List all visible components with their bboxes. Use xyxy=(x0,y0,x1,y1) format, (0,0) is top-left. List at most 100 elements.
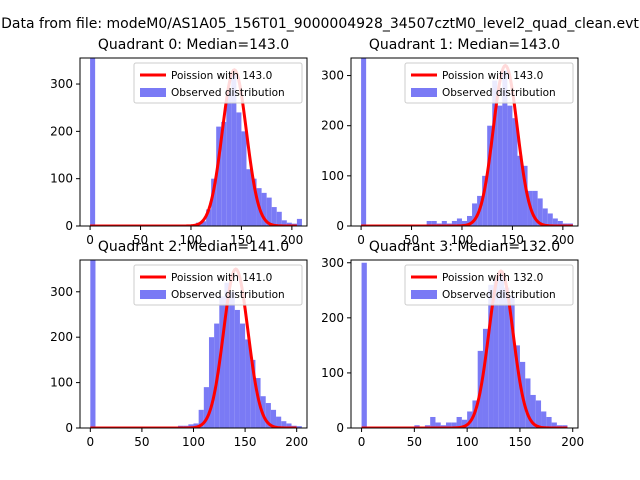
histogram-bar xyxy=(487,125,493,226)
histogram-bar xyxy=(261,192,267,226)
histogram-bar xyxy=(488,284,494,428)
histogram-bar xyxy=(461,220,468,226)
histogram-bar xyxy=(239,323,246,428)
legend-observed-swatch xyxy=(411,88,437,97)
histogram-bar xyxy=(547,213,553,226)
histogram-bar xyxy=(216,126,222,226)
poisson-curve xyxy=(361,269,568,428)
histogram-bar xyxy=(502,70,508,226)
y-tick-label: 200 xyxy=(321,311,344,325)
x-tick-label: 150 xyxy=(508,435,531,449)
x-tick-label: 200 xyxy=(551,233,574,247)
histogram-bar xyxy=(229,291,235,428)
histogram-bar xyxy=(276,416,282,428)
histogram-bar xyxy=(245,339,251,428)
x-tick-label: 150 xyxy=(234,435,257,449)
quadrant-0-chart: 0 50 100 150 200 0 100 200 300 Quadrant 0: Median… xyxy=(50,37,308,247)
x-tick-label: 200 xyxy=(280,233,303,247)
histogram-bar xyxy=(535,400,542,428)
y-tick-label: 200 xyxy=(321,119,344,133)
plot-area xyxy=(361,58,573,226)
histogram-bar xyxy=(435,422,441,428)
histogram-bar xyxy=(530,394,536,428)
x-tick-label: 0 xyxy=(86,233,94,247)
y-tick-label: 100 xyxy=(50,172,73,186)
y-tick-label: 200 xyxy=(50,330,73,344)
y-tick-label: 300 xyxy=(50,77,73,91)
histogram-bar xyxy=(541,411,547,428)
histogram-bar xyxy=(271,207,277,226)
legend-box xyxy=(133,62,303,104)
histogram-bar xyxy=(270,409,277,428)
x-tick-label: 100 xyxy=(180,233,203,247)
histogram-bar xyxy=(286,423,292,428)
x-tick-label: 150 xyxy=(501,233,524,247)
histogram-bar xyxy=(281,220,287,226)
x-tick-label: 100 xyxy=(182,435,205,449)
x-tick-label: 50 xyxy=(134,435,149,449)
legend-box xyxy=(404,62,574,104)
histogram-bar xyxy=(188,424,194,428)
y-tick-label: 0 xyxy=(336,219,344,233)
x-tick-label: 50 xyxy=(407,435,422,449)
poisson-curve xyxy=(361,63,573,226)
histogram-bar xyxy=(281,421,287,428)
legend: Poission with 143.0 Observed distribution xyxy=(404,62,574,104)
x-tick-label: 0 xyxy=(357,233,365,247)
x-tick-label: 0 xyxy=(358,435,366,449)
histogram-bar xyxy=(226,91,232,226)
y-tick-label: 200 xyxy=(50,124,73,138)
histogram-bar xyxy=(90,58,96,226)
histogram-bar xyxy=(451,422,457,428)
histogram-bar xyxy=(203,387,209,428)
x-tick-label: 200 xyxy=(285,435,308,449)
quadrant-title: Quadrant 2: Median=141.0 xyxy=(98,239,289,255)
histogram-bar xyxy=(492,80,498,226)
histogram-bar xyxy=(552,218,558,226)
histogram-bar xyxy=(461,419,468,428)
histogram-bar xyxy=(482,328,489,428)
legend-box xyxy=(133,264,303,306)
histogram-bar xyxy=(361,58,367,226)
histogram-bar xyxy=(507,105,513,226)
x-tick-label: 50 xyxy=(133,233,148,247)
histogram-bar xyxy=(231,74,237,226)
histogram-bar xyxy=(426,220,432,226)
x-tick-label: 100 xyxy=(451,233,474,247)
histogram-bar xyxy=(504,287,510,428)
histogram-bar xyxy=(431,220,437,226)
histogram-bar xyxy=(532,190,538,226)
y-tick-label: 100 xyxy=(321,366,344,380)
quadrant-title: Quadrant 0: Median=143.0 xyxy=(98,37,289,53)
histogram-bar xyxy=(201,221,207,226)
legend: Poission with 143.0 Observed distribution xyxy=(133,62,303,104)
x-tick-label: 0 xyxy=(86,435,94,449)
histogram-bar xyxy=(522,165,528,226)
chart-panels: 0 50 100 150 200 0 100 200 300 Quadrant 0: Median… xyxy=(50,37,584,449)
quadrant-3-chart: 0 50 100 150 200 0 100 200 300 Quadrant 3: Median… xyxy=(321,239,584,449)
histogram-bar xyxy=(509,295,515,428)
quadrant-title: Quadrant 3: Median=132.0 xyxy=(369,239,560,255)
axes-frame xyxy=(350,57,579,227)
legend-observed-label: Observed distribution xyxy=(442,289,556,301)
histogram-bar xyxy=(472,203,478,226)
axes-frame xyxy=(79,57,308,227)
plot-area xyxy=(90,58,302,226)
histogram-bar xyxy=(557,220,563,226)
histogram-bar xyxy=(276,211,282,226)
histogram-bar xyxy=(265,403,271,428)
axes-frame xyxy=(350,259,579,429)
histogram-bar xyxy=(361,262,367,428)
legend: Poission with 141.0 Observed distribution xyxy=(133,264,303,306)
histogram-bar xyxy=(224,282,230,428)
histogram-bar xyxy=(525,378,531,428)
histogram-bar xyxy=(456,218,462,226)
histogram-bar xyxy=(497,105,503,226)
legend-poisson-label: Poission with 143.0 xyxy=(442,70,543,82)
legend-observed-swatch xyxy=(140,290,166,299)
x-tick-label: 50 xyxy=(404,233,419,247)
legend: Poission with 132.0 Observed distribution xyxy=(404,264,574,306)
histogram-bar xyxy=(206,209,212,226)
histogram-bar xyxy=(211,178,217,226)
histogram-bar xyxy=(546,416,552,428)
